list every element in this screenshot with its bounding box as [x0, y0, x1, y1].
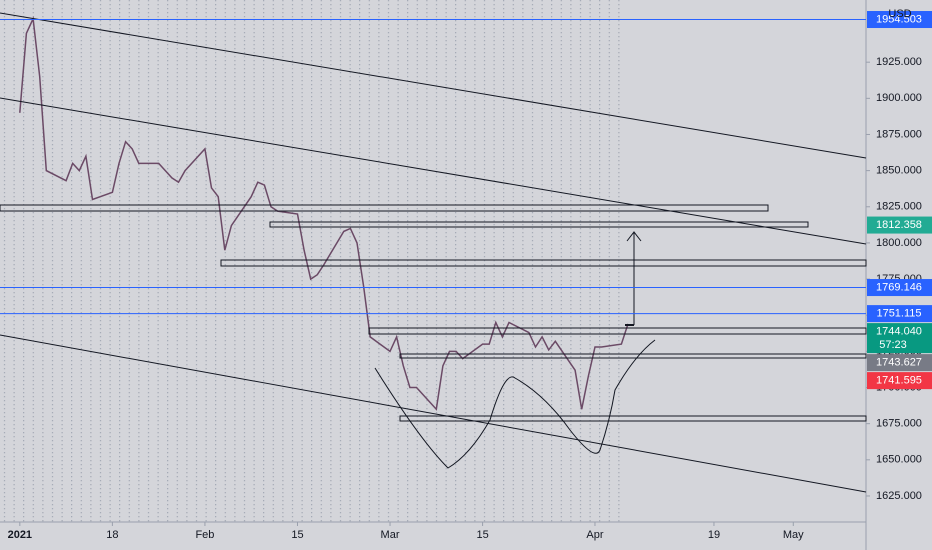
zone	[0, 204, 769, 212]
price-label-box	[867, 354, 932, 372]
zone	[399, 353, 867, 359]
y-tick-label: 1825.000	[876, 201, 922, 213]
zone	[220, 259, 867, 267]
arrow-head	[626, 231, 642, 242]
y-tick-label: 1850.000	[876, 165, 922, 177]
x-tick-label: 19	[708, 529, 720, 541]
price-label-box	[867, 323, 932, 354]
y-tick-label: 1900.000	[876, 92, 922, 104]
x-tick-label: May	[783, 529, 804, 541]
price-label: 1744.040	[876, 326, 922, 338]
x-tick-label: Feb	[195, 529, 214, 541]
price-label: 1769.146	[876, 281, 922, 293]
trend-line	[0, 334, 867, 493]
zone	[269, 221, 809, 228]
price-label-box	[867, 372, 932, 390]
trend-line	[0, 12, 867, 159]
price-label-box	[867, 216, 932, 234]
pattern-curve	[374, 339, 656, 469]
x-tick-label: 18	[106, 529, 118, 541]
zone	[368, 327, 867, 335]
y-tick-label: 1675.000	[876, 418, 922, 430]
zone	[399, 415, 867, 422]
dotted-grid	[0, 0, 622, 522]
x-tick-label: Apr	[586, 529, 603, 541]
drawings	[0, 12, 867, 493]
x-tick-label: 15	[476, 529, 488, 541]
y-tick-label: 1650.000	[876, 454, 922, 466]
countdown: 57:23	[879, 339, 907, 351]
x-tick-label: 15	[291, 529, 303, 541]
currency: USD	[888, 8, 911, 20]
price-label-box	[867, 279, 932, 297]
price-label: 1751.115	[876, 308, 921, 320]
price-label-box	[867, 11, 932, 29]
price-label: 1812.358	[876, 219, 922, 231]
y-tick-label: 1875.000	[876, 128, 922, 140]
price-line	[19, 16, 629, 411]
y-tick-label: 1800.000	[876, 237, 922, 249]
x-tick-label: 2021	[8, 529, 32, 541]
price-label: 1954.503	[876, 13, 922, 25]
plot	[19, 16, 629, 411]
x-tick-label: Mar	[381, 529, 400, 541]
price-label: 1741.595	[876, 375, 922, 387]
y-tick-label: 1625.000	[876, 490, 922, 502]
price-label-box	[867, 305, 932, 323]
y-tick-label: 1925.000	[876, 56, 922, 68]
price-label: 1743.627	[876, 357, 922, 369]
trend-line	[0, 97, 867, 245]
